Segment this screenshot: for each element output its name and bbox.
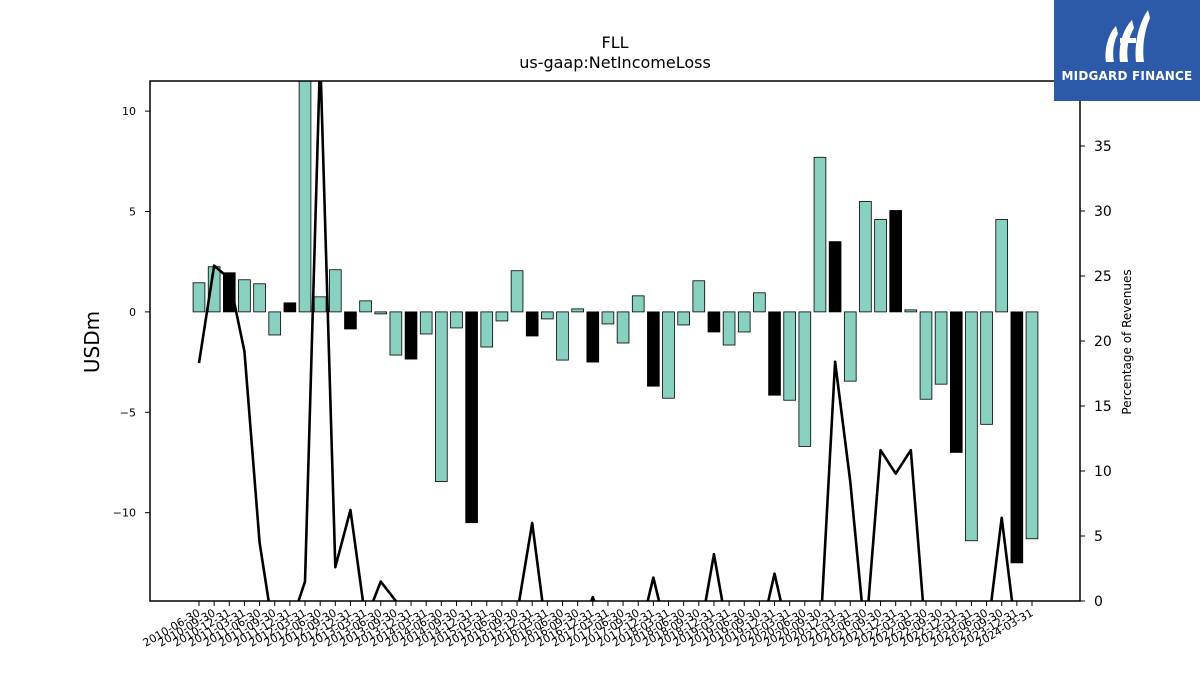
bar	[313, 296, 327, 313]
bar	[722, 311, 736, 346]
bar	[238, 279, 251, 313]
bar	[662, 311, 675, 399]
bar	[222, 272, 236, 313]
bar	[556, 311, 569, 361]
y2-tick-label: 30	[1094, 204, 1112, 220]
bar	[1025, 311, 1039, 540]
bar	[601, 311, 615, 325]
brand-name: MIDGARD FINANCE	[1061, 69, 1193, 83]
y2-axis-label: Percentage of Revenues	[1120, 269, 1134, 414]
bar	[480, 311, 494, 348]
bar-series	[192, 81, 1039, 564]
bar	[768, 311, 781, 396]
bar	[359, 300, 372, 313]
bar	[344, 311, 357, 330]
bar	[419, 311, 433, 335]
left-axis-ticks: 10 5 0 −5 −10	[113, 105, 150, 520]
y-tick-label: 0	[129, 306, 136, 319]
bar	[1010, 311, 1024, 564]
bar	[616, 311, 630, 344]
y2-tick-label: 0	[1094, 594, 1103, 610]
bar	[571, 308, 584, 313]
bar	[465, 311, 478, 524]
bar	[374, 311, 388, 315]
bar	[541, 311, 554, 320]
bar	[753, 292, 766, 313]
bar	[889, 210, 902, 313]
bar	[586, 311, 600, 363]
bar	[965, 311, 978, 542]
bar	[450, 311, 463, 329]
bar	[435, 311, 448, 482]
bar	[192, 282, 206, 313]
y2-tick-label: 25	[1094, 269, 1112, 285]
y2-tick-label: 10	[1094, 464, 1112, 480]
bar	[949, 311, 963, 453]
bar	[298, 81, 312, 313]
bar	[919, 311, 933, 400]
percentage-line	[197, 81, 1014, 601]
bar	[328, 269, 342, 313]
bar	[510, 270, 524, 313]
bar	[692, 280, 706, 313]
bar	[283, 302, 297, 313]
right-axis-ticks: 0 5 10 15 20 25 30 35	[1080, 139, 1112, 610]
bar	[268, 311, 282, 336]
y-tick-label: −5	[120, 406, 136, 419]
bar	[798, 311, 812, 447]
y2-tick-label: 35	[1094, 139, 1112, 155]
y-tick-label: 5	[129, 206, 136, 219]
y-tick-label: −10	[113, 507, 136, 520]
bar	[495, 311, 509, 322]
bar	[737, 311, 751, 333]
chart-subtitle: us-gaap:NetIncomeLoss	[519, 53, 711, 72]
bar	[389, 311, 403, 356]
brand-logo: MIDGARD FINANCE	[1054, 0, 1200, 101]
bar	[647, 311, 660, 387]
bar	[813, 156, 827, 313]
y-axis-label: USDm	[80, 311, 104, 373]
bar	[525, 311, 539, 337]
y2-tick-label: 5	[1094, 529, 1103, 545]
midgard-finance-logo-icon	[1105, 10, 1150, 62]
bar	[253, 283, 266, 313]
bar	[934, 311, 948, 385]
bar	[404, 311, 418, 360]
bar	[995, 219, 1009, 313]
y2-tick-label: 15	[1094, 399, 1112, 415]
bar	[677, 311, 690, 326]
x-axis-ticks: 2010-06-302010-09-302010-12-312011-03-31…	[141, 601, 1036, 650]
bar	[859, 201, 872, 313]
bar	[707, 311, 721, 333]
bar	[828, 241, 842, 313]
bar	[631, 295, 645, 313]
chart-title: FLL	[601, 33, 628, 52]
bar	[783, 311, 796, 401]
bar	[874, 219, 887, 313]
bar	[904, 309, 918, 313]
y2-tick-label: 20	[1094, 334, 1112, 350]
line-series	[197, 81, 1014, 601]
bar	[843, 311, 857, 382]
y-tick-label: 10	[122, 105, 136, 118]
bar	[980, 311, 993, 425]
